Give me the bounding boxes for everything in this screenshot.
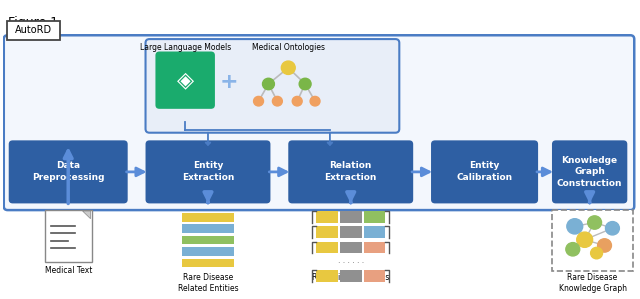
Text: Relation
Extraction: Relation Extraction bbox=[324, 161, 377, 182]
Circle shape bbox=[577, 232, 593, 247]
Circle shape bbox=[262, 78, 275, 90]
FancyBboxPatch shape bbox=[552, 140, 627, 203]
FancyBboxPatch shape bbox=[156, 51, 215, 109]
FancyBboxPatch shape bbox=[340, 226, 362, 238]
FancyBboxPatch shape bbox=[182, 236, 234, 245]
FancyBboxPatch shape bbox=[316, 242, 338, 253]
Text: Entity
Extraction: Entity Extraction bbox=[182, 161, 234, 182]
Polygon shape bbox=[83, 211, 90, 219]
FancyBboxPatch shape bbox=[316, 226, 338, 238]
FancyBboxPatch shape bbox=[45, 210, 92, 262]
FancyBboxPatch shape bbox=[431, 140, 538, 203]
Circle shape bbox=[588, 216, 602, 229]
FancyBboxPatch shape bbox=[288, 140, 413, 203]
Circle shape bbox=[282, 61, 295, 74]
Circle shape bbox=[299, 78, 311, 90]
Text: Medical Ontologies: Medical Ontologies bbox=[252, 43, 324, 52]
Circle shape bbox=[591, 247, 602, 259]
Circle shape bbox=[253, 96, 264, 106]
Text: AutoRD: AutoRD bbox=[15, 25, 52, 36]
FancyBboxPatch shape bbox=[364, 242, 385, 253]
Text: Data
Preprocessing: Data Preprocessing bbox=[32, 161, 104, 182]
FancyBboxPatch shape bbox=[182, 213, 234, 222]
FancyBboxPatch shape bbox=[364, 270, 385, 282]
FancyBboxPatch shape bbox=[4, 35, 634, 210]
Circle shape bbox=[273, 96, 282, 106]
Circle shape bbox=[292, 96, 302, 106]
Text: Rare Disease Triples: Rare Disease Triples bbox=[312, 273, 389, 282]
FancyBboxPatch shape bbox=[182, 225, 234, 233]
FancyBboxPatch shape bbox=[364, 211, 385, 222]
Text: ◈: ◈ bbox=[177, 70, 194, 90]
FancyBboxPatch shape bbox=[182, 247, 234, 256]
FancyBboxPatch shape bbox=[340, 270, 362, 282]
FancyBboxPatch shape bbox=[364, 226, 385, 238]
Text: Knowledge
Graph
Construction: Knowledge Graph Construction bbox=[557, 155, 622, 188]
Circle shape bbox=[605, 222, 620, 235]
FancyBboxPatch shape bbox=[145, 140, 271, 203]
FancyBboxPatch shape bbox=[316, 270, 338, 282]
FancyBboxPatch shape bbox=[7, 21, 60, 40]
FancyBboxPatch shape bbox=[145, 39, 399, 133]
Text: Entity
Calibration: Entity Calibration bbox=[456, 161, 513, 182]
Circle shape bbox=[567, 219, 582, 234]
FancyBboxPatch shape bbox=[340, 211, 362, 222]
Text: Rare Disease
Knowledge Graph: Rare Disease Knowledge Graph bbox=[559, 273, 627, 293]
FancyBboxPatch shape bbox=[316, 211, 338, 222]
Circle shape bbox=[598, 239, 611, 252]
Circle shape bbox=[566, 242, 580, 256]
FancyBboxPatch shape bbox=[552, 210, 633, 271]
Text: Figure 1: Figure 1 bbox=[8, 16, 58, 29]
FancyBboxPatch shape bbox=[9, 140, 128, 203]
FancyBboxPatch shape bbox=[182, 259, 234, 267]
Circle shape bbox=[310, 96, 320, 106]
Text: Large Language Models: Large Language Models bbox=[140, 43, 231, 52]
FancyBboxPatch shape bbox=[340, 242, 362, 253]
Text: Medical Text: Medical Text bbox=[45, 266, 92, 274]
Text: Rare Disease
Related Entities: Rare Disease Related Entities bbox=[178, 273, 238, 293]
Text: · · · · · ·: · · · · · · bbox=[338, 259, 364, 268]
Text: +: + bbox=[220, 72, 238, 92]
